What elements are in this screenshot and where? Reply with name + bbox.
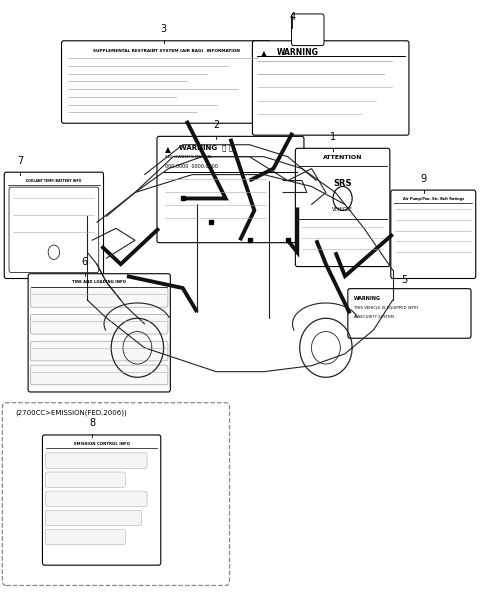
FancyBboxPatch shape (31, 287, 168, 307)
FancyBboxPatch shape (31, 314, 168, 334)
FancyBboxPatch shape (42, 435, 161, 565)
FancyBboxPatch shape (45, 453, 147, 469)
Text: 7: 7 (17, 155, 24, 166)
Text: 2: 2 (213, 120, 219, 130)
FancyBboxPatch shape (9, 187, 99, 272)
Text: A SECURITY SYSTEM: A SECURITY SYSTEM (354, 315, 394, 319)
Text: (2700CC>EMISSION(FED.2006)): (2700CC>EMISSION(FED.2006)) (16, 410, 128, 416)
Text: THIS VEHICLE IS EQUIPPED WITH: THIS VEHICLE IS EQUIPPED WITH (354, 306, 418, 310)
FancyBboxPatch shape (28, 274, 170, 392)
Text: 8: 8 (89, 418, 95, 428)
Text: ▲: ▲ (262, 49, 267, 58)
Text: WARNING: WARNING (354, 296, 381, 301)
Text: SRS: SRS (333, 179, 352, 188)
FancyBboxPatch shape (45, 529, 125, 545)
Text: EMISSION CONTROL INFO: EMISSION CONTROL INFO (73, 442, 130, 446)
Text: WARNING  위 험: WARNING 위 험 (179, 144, 233, 151)
Text: 6: 6 (82, 257, 88, 267)
FancyBboxPatch shape (4, 172, 104, 278)
Text: Air Pump/Pwr. Str. Belt Ratings: Air Pump/Pwr. Str. Belt Ratings (403, 197, 464, 200)
Text: WARNING: WARNING (277, 48, 319, 57)
FancyBboxPatch shape (391, 190, 476, 278)
FancyBboxPatch shape (45, 472, 125, 488)
Text: 9: 9 (420, 173, 427, 184)
Text: 5: 5 (401, 275, 408, 285)
FancyBboxPatch shape (252, 41, 409, 135)
FancyBboxPatch shape (61, 41, 271, 123)
Text: VEHICLE: VEHICLE (332, 208, 353, 212)
FancyBboxPatch shape (31, 365, 168, 385)
Text: 3: 3 (161, 24, 167, 34)
Text: SEE OWNER'S MANUAL: SEE OWNER'S MANUAL (165, 155, 212, 160)
Text: 1: 1 (330, 132, 336, 142)
Text: 000.0000  0000.0000: 000.0000 0000.0000 (165, 164, 217, 169)
FancyBboxPatch shape (157, 136, 304, 242)
FancyBboxPatch shape (295, 148, 390, 266)
FancyBboxPatch shape (31, 341, 168, 361)
Text: ATTENTION: ATTENTION (323, 155, 362, 160)
Text: TIRE AND LOADING INFO: TIRE AND LOADING INFO (72, 280, 126, 284)
Text: SUPPLEMENTAL RESTRAINT SYSTEM (AIR BAG)  INFORMATION: SUPPLEMENTAL RESTRAINT SYSTEM (AIR BAG) … (93, 49, 240, 53)
FancyBboxPatch shape (291, 14, 324, 46)
FancyBboxPatch shape (348, 289, 471, 338)
Text: COOLANT TEMP./BATTERY INFO: COOLANT TEMP./BATTERY INFO (26, 179, 82, 184)
FancyBboxPatch shape (45, 491, 147, 506)
Text: ▲: ▲ (165, 145, 170, 154)
FancyBboxPatch shape (45, 510, 142, 526)
Text: 4: 4 (289, 12, 296, 22)
